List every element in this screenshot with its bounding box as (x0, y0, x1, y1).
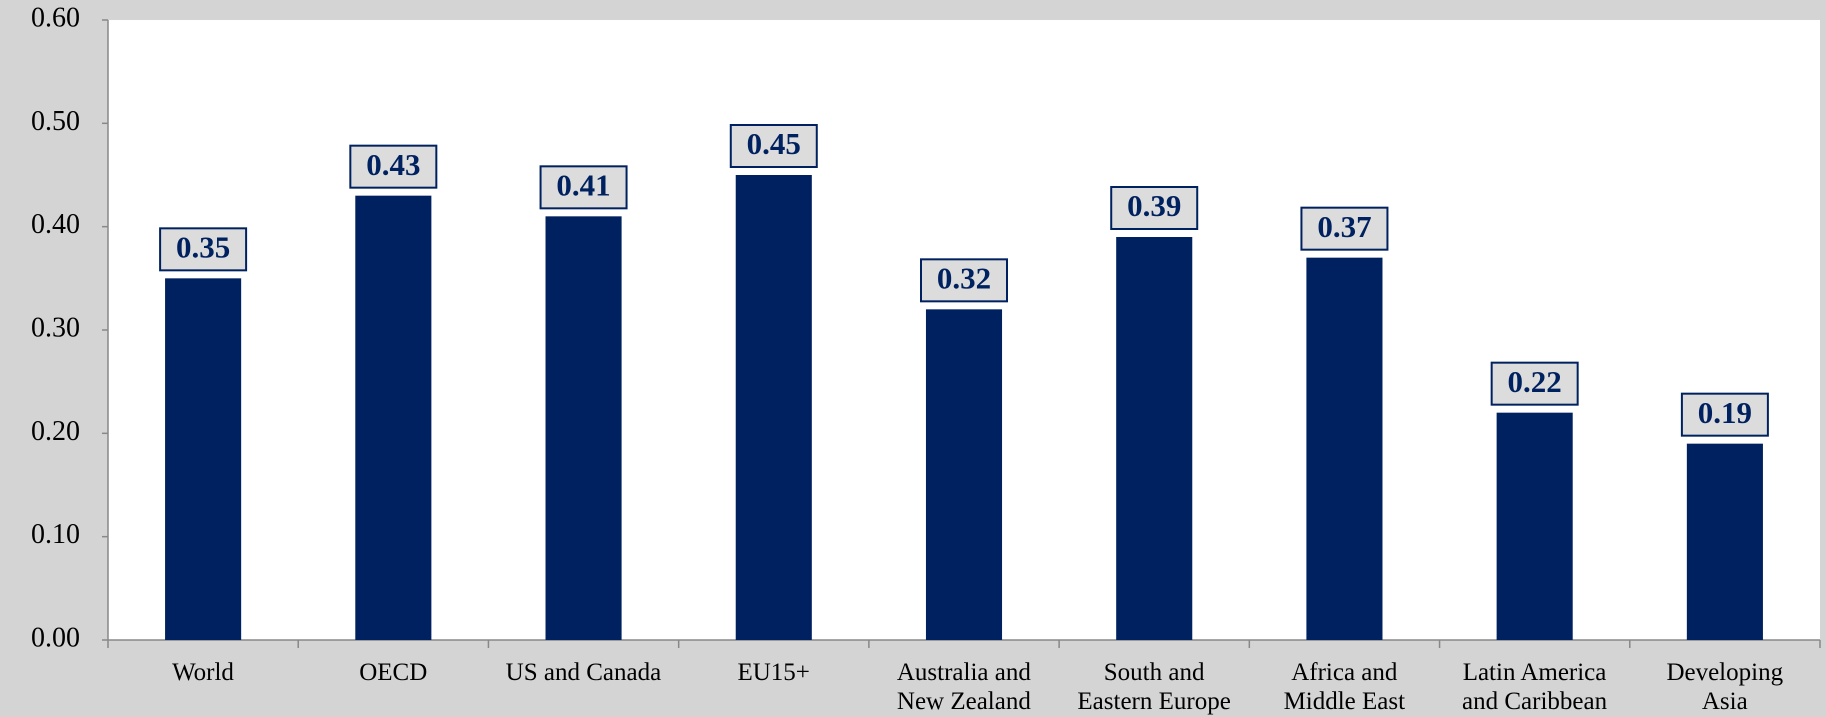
bar (545, 216, 622, 641)
value-label: 0.41 (556, 167, 610, 202)
value-label-box (920, 258, 1008, 303)
value-label: 0.37 (1317, 209, 1371, 244)
value-label: 0.39 (1127, 188, 1181, 223)
value-label: 0.22 (1508, 364, 1562, 399)
bar (925, 309, 1003, 640)
y-tick-label: 0.00 (31, 622, 80, 653)
x-tick-label: Australia and New Zealand (896, 659, 1031, 715)
y-tick-label: 0.10 (31, 519, 80, 550)
y-tick-label: 0.60 (31, 2, 80, 33)
x-tick-label: US and Canada (505, 659, 662, 686)
y-tick-label: 0.40 (31, 209, 80, 240)
x-tick-label: Developing Asia (1666, 659, 1784, 715)
y-tick-label: 0.20 (31, 416, 80, 447)
value-label-box (349, 144, 438, 189)
x-tick-label: EU15+ (737, 659, 810, 686)
x-tick-label: Latin America and Caribbean (1462, 659, 1608, 715)
value-label-box (729, 124, 818, 168)
bar (735, 175, 812, 640)
value-label-box (1110, 186, 1199, 230)
value-label-box (159, 227, 248, 272)
value-label: 0.43 (366, 147, 420, 182)
bar (1496, 412, 1573, 640)
x-tick-label: Africa and Middle East (1283, 659, 1406, 715)
value-label-box (1490, 361, 1579, 406)
value-label: 0.35 (176, 229, 230, 264)
value-label: 0.32 (937, 260, 991, 295)
y-tick-label: 0.50 (31, 106, 80, 137)
bar (1116, 237, 1193, 640)
value-label-box (539, 165, 628, 210)
bar (1686, 443, 1763, 640)
value-label: 0.19 (1698, 395, 1752, 430)
value-label-box (1680, 392, 1769, 437)
value-label: 0.45 (747, 126, 801, 161)
bar (165, 278, 242, 640)
x-tick-label: OECD (359, 659, 428, 686)
bar (1306, 257, 1383, 640)
bar (355, 195, 432, 640)
value-label-box (1300, 206, 1389, 251)
x-tick-label: South and Eastern Europe (1077, 659, 1231, 715)
y-tick-label: 0.30 (31, 312, 80, 343)
x-tick-label: World (172, 659, 234, 686)
